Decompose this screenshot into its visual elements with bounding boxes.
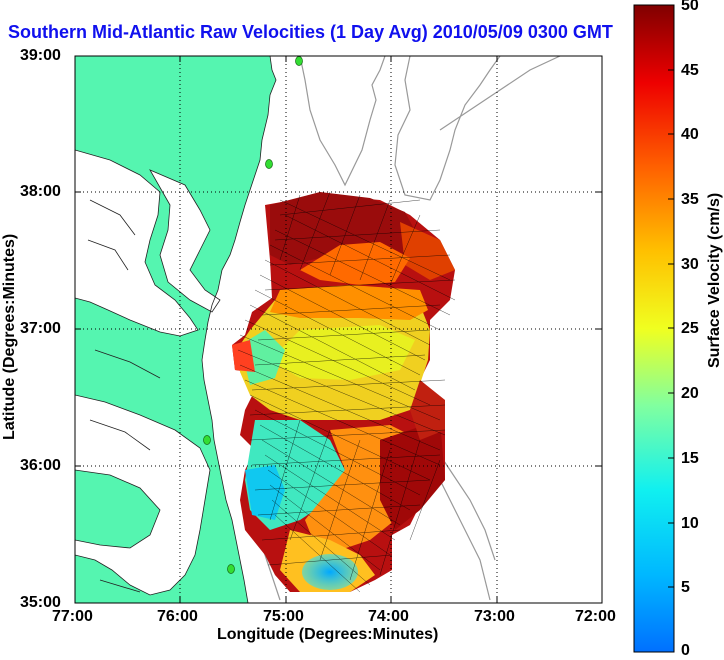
- velocity-field: [232, 192, 455, 592]
- colorbar-ticks: [668, 4, 674, 653]
- colorbar-tick-label: 0: [681, 642, 690, 659]
- y-tick-label: 39:00: [20, 47, 61, 64]
- x-tick-label: 76:00: [157, 608, 198, 625]
- bay-inner: [150, 170, 220, 312]
- colorbar-tick-label: 10: [681, 515, 699, 532]
- colorbar-tick-label: 30: [681, 256, 699, 273]
- colorbar-tick-label: 15: [681, 450, 699, 467]
- x-tick-label: 75:00: [263, 608, 304, 625]
- coastline: [75, 56, 277, 603]
- y-tick-label: 37:00: [20, 320, 61, 337]
- colorbar-tick-label: 5: [681, 579, 690, 596]
- x-tick-label: 72:00: [575, 608, 616, 625]
- y-tick-label: 38:00: [20, 183, 61, 200]
- colorbar-tick-label: 40: [681, 126, 699, 143]
- colorbar-tick-label: 45: [681, 62, 699, 79]
- x-tick-label: 74:00: [368, 608, 409, 625]
- tick-marks: [75, 56, 602, 603]
- y-axis-title: Latitude (Degrees:Minutes): [1, 233, 18, 440]
- x-tick-label: 77:00: [52, 608, 93, 625]
- y-tick-label: 35:00: [20, 594, 61, 611]
- sound-land: [75, 470, 160, 548]
- x-axis-title: Longitude (Degrees:Minutes): [217, 626, 439, 643]
- x-tick-label: 73:00: [474, 608, 515, 625]
- colorbar-tick-label: 50: [681, 0, 699, 14]
- velocity-arrows: [237, 191, 456, 593]
- colorbar-tick-label: 20: [681, 385, 699, 402]
- bay-water: [75, 150, 198, 336]
- colorbar-tick-label: 25: [681, 320, 699, 337]
- colorbar-title: Surface Velocity (cm/s): [706, 192, 723, 368]
- map-title: Southern Mid-Atlantic Raw Velocities (1 …: [8, 22, 613, 42]
- colorbar-tick-label: 35: [681, 191, 699, 208]
- colorbar: [634, 5, 674, 652]
- y-tick-label: 36:00: [20, 457, 61, 474]
- station-markers: [203, 56, 303, 574]
